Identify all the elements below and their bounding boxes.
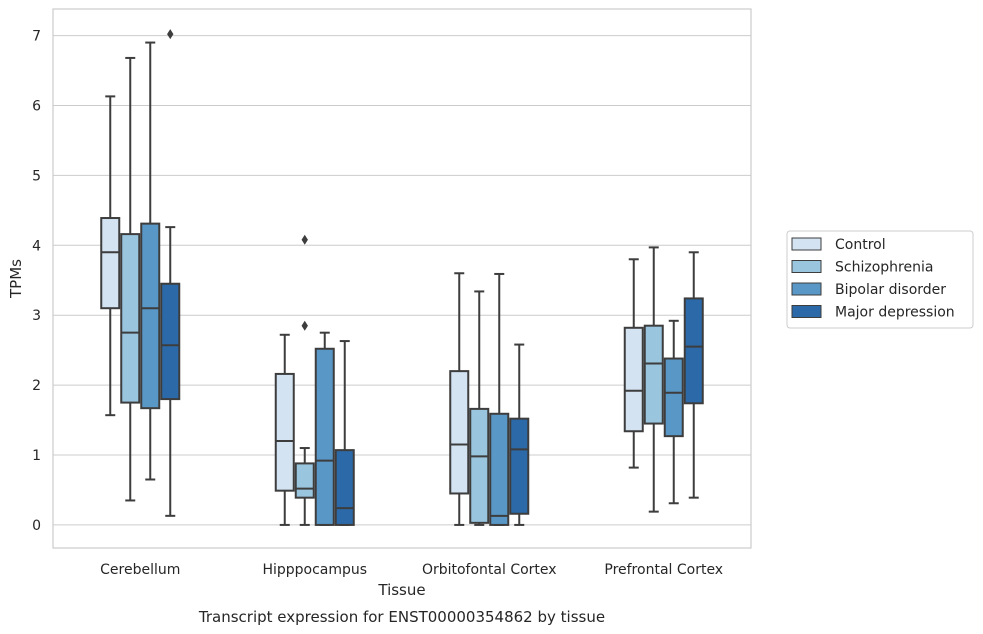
box-bipolar-disorder-0 [140, 41, 161, 481]
box-iqr [663, 357, 684, 438]
box-control-0 [100, 95, 121, 417]
box-iqr [469, 407, 490, 524]
box-schizophrenia-1 [294, 234, 315, 526]
legend-swatch [791, 305, 822, 318]
legend-label: Control [835, 237, 886, 253]
y-tick-labels: 0 1 2 3 4 5 6 7 [32, 29, 41, 534]
legend-item: Control [791, 237, 886, 253]
box-iqr [643, 324, 664, 425]
legend-item: Schizophrenia [791, 260, 933, 276]
y-tick-label: 5 [32, 168, 41, 184]
legend-swatch [791, 237, 822, 251]
y-tick-label: 1 [32, 448, 41, 464]
legend-label: Schizophrenia [835, 260, 933, 276]
outlier-point [167, 29, 174, 40]
x-tick-label: Prefrontal Cortex [604, 562, 723, 578]
box-bipolar-disorder-3 [663, 319, 684, 505]
y-tick-label: 3 [32, 308, 41, 324]
box-bipolar-disorder-2 [489, 272, 510, 526]
box-iqr [274, 372, 295, 492]
outlier-point [301, 234, 308, 245]
x-tick-label: Orbitofontal Cortex [422, 562, 557, 578]
y-tick-label: 0 [32, 518, 41, 534]
box-iqr [314, 347, 335, 526]
outlier-point [301, 320, 308, 331]
y-axis-label: TPMs [7, 259, 25, 299]
box-schizophrenia-2 [469, 290, 490, 526]
box-control-3 [623, 258, 644, 469]
y-tick-label: 6 [32, 98, 41, 114]
box-iqr [334, 449, 355, 526]
box-control-1 [274, 333, 295, 526]
box-iqr [489, 412, 510, 526]
box-iqr [509, 417, 530, 515]
legend: Control Schizophrenia Bipolar disorder Majo… [786, 230, 974, 329]
box-iqr [623, 326, 644, 433]
figure-caption: Transcript expression for ENST0000035486… [198, 608, 605, 626]
box-bipolar-disorder-1 [314, 331, 335, 526]
box-iqr [100, 217, 121, 310]
box-major-depression-0 [160, 29, 181, 517]
legend-item: Bipolar disorder [791, 282, 946, 298]
plot-frame [52, 8, 752, 549]
y-tick-label: 4 [32, 238, 41, 254]
box-iqr [160, 282, 181, 401]
y-tick-label: 7 [32, 29, 41, 45]
box-control-2 [449, 272, 470, 526]
x-axis-label: Tissue [377, 581, 425, 599]
box-iqr [120, 233, 141, 404]
legend-swatch [791, 260, 822, 273]
legend-item: Major depression [791, 305, 955, 321]
box-schizophrenia-3 [643, 246, 664, 513]
legend-swatch [791, 282, 822, 296]
y-tick-label: 2 [32, 378, 41, 394]
x-tick-labels: Cerebellum Hipppocampus Orbitofontal Corte… [100, 562, 723, 578]
box-iqr [294, 462, 315, 499]
x-tick-label: Hipppocampus [262, 562, 367, 578]
box-major-depression-2 [509, 343, 530, 526]
box-major-depression-1 [334, 340, 355, 526]
box-major-depression-3 [683, 251, 704, 499]
box-iqr [683, 297, 704, 405]
box-series [100, 29, 704, 526]
legend-label: Bipolar disorder [835, 282, 946, 298]
box-iqr [449, 370, 470, 495]
legend-label: Major depression [835, 305, 955, 321]
x-tick-label: Cerebellum [100, 562, 180, 578]
box-schizophrenia-0 [120, 56, 141, 502]
box-iqr [140, 222, 161, 410]
legend-frame [786, 230, 974, 329]
